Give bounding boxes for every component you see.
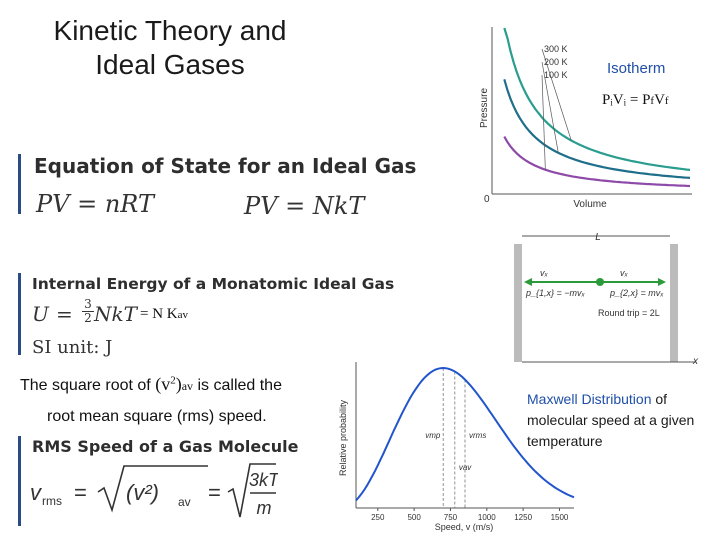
isotherm-curve-labels: 300 K 200 K 100 K <box>541 44 572 170</box>
isotherm-y-label: Pressure <box>479 88 490 128</box>
rms-v: v <box>30 480 43 505</box>
isotherm-eq-equals: = <box>629 92 639 108</box>
isotherm-curve-200K <box>503 78 691 179</box>
isotherm-eq-p: P <box>642 92 651 108</box>
title-line-2: Ideal Gases <box>95 49 245 80</box>
rms-inner-sub: av <box>178 495 191 509</box>
energy-frac-den: 2 <box>84 311 92 325</box>
box-round-trip: Round trip = 2L <box>598 308 660 318</box>
box-x-label: x <box>692 356 699 366</box>
box-left-wall <box>514 244 522 362</box>
isotherm-label-300K: 300 K <box>544 44 568 54</box>
isotherm-eq-v: V <box>654 92 665 108</box>
maxwell-tick-label-500: 500 <box>407 513 421 522</box>
maxwell-marker-label-v_mp: vmp <box>425 431 441 440</box>
maxwell-curve <box>355 366 575 502</box>
maxwell-y-label: Relative probability <box>338 399 348 476</box>
box-right-wall <box>670 244 678 362</box>
rms-accent-bar <box>18 436 21 526</box>
box-momentum-1: p_{1,x} = −mvₓ <box>525 288 586 298</box>
isotherm-eq-lhs: PᵢVᵢ <box>602 92 627 108</box>
rms-text-a: The square root of <box>20 377 151 394</box>
isotherm-label: Isotherm <box>607 60 666 77</box>
rms-text-sub: av <box>181 379 194 393</box>
rms-inner: (v²) <box>126 480 159 505</box>
energy-frac-num: 3 <box>82 298 94 312</box>
rms-num: 3kT <box>249 470 278 490</box>
maxwell-tick-label-1000: 1000 <box>478 513 496 522</box>
isotherm-label-100K: 100 K <box>544 70 568 80</box>
energy-kav-sub: av <box>177 309 189 321</box>
isotherm-x-label: Volume <box>573 199 607 210</box>
maxwell-tick-label-250: 250 <box>371 513 385 522</box>
rms-equals-2: = <box>208 480 221 505</box>
isotherm-equation: PᵢVᵢ = PfVf <box>602 92 669 109</box>
maxwell-chart: Relative probability Speed, v (m/s) 250 5… <box>338 362 575 532</box>
title-line-1: Kinetic Theory and <box>53 15 287 46</box>
rms-v-sub: rms <box>42 494 62 508</box>
box-length-label: L <box>595 232 601 243</box>
isotherm-curve-300K <box>503 27 691 171</box>
maxwell-tick-label-1500: 1500 <box>551 513 569 522</box>
rms-text-v: (v <box>155 374 171 394</box>
maxwell-caption: Maxwell Distribution of molecular speed … <box>527 389 713 452</box>
energy-accent-bar <box>18 273 21 355</box>
energy-fraction: 3 2 <box>82 298 94 325</box>
maxwell-ticks: 250 500 750 1000 1250 1500 <box>371 508 569 522</box>
isotherm-eq-sub1: f <box>650 95 655 107</box>
maxwell-tick-label-750: 750 <box>444 513 458 522</box>
maxwell-marker-label-v_rms: vrms <box>469 431 486 440</box>
energy-nkt: NkT <box>94 302 137 326</box>
box-vx-left: vₓ <box>540 268 549 278</box>
maxwell-tick-label-1250: 1250 <box>514 513 532 522</box>
rms-equals-1: = <box>74 480 87 505</box>
energy-heading: Internal Energy of a Monatomic Ideal Gas <box>32 275 395 293</box>
box-vx-right: vₓ <box>620 268 629 278</box>
maxwell-markers: vmp vav vrms <box>425 368 486 508</box>
rms-text-paren: ) <box>175 374 182 394</box>
rms-den: m <box>257 498 272 518</box>
rms-text-sup: 2 <box>170 374 176 387</box>
isotherm-label-200K: 200 K <box>544 57 568 67</box>
rms-sqrt-2 <box>227 463 276 518</box>
rms-equation: v rms = (v²) av = 3kT m <box>30 463 278 518</box>
isotherm-curves <box>503 27 691 188</box>
energy-kav-eq: = N K <box>140 306 178 322</box>
isotherm-leader-0 <box>541 48 572 141</box>
eos-equation-nrt: PV = nRT <box>36 190 154 218</box>
rms-text-line-2: root mean square (rms) speed. <box>47 408 267 425</box>
box-arrow-right <box>658 278 666 286</box>
isotherm-origin: 0 <box>484 194 490 205</box>
isotherm-chart: Pressure Volume 0 300 K 200 K 100 K <box>479 27 692 210</box>
maxwell-caption-text: of molecular speed at a given temperatur… <box>527 391 695 449</box>
isotherm-curve-100K <box>503 136 691 188</box>
box-arrow-left <box>524 278 532 286</box>
slide-title: Kinetic Theory and Ideal Gases <box>20 14 320 82</box>
eos-accent-bar <box>18 154 21 214</box>
rms-heading: RMS Speed of a Gas Molecule <box>32 437 299 456</box>
isotherm-eq-sub2: f <box>664 95 669 107</box>
maxwell-marker-label-v_av: vav <box>459 463 472 472</box>
isotherm-leader-2 <box>541 74 546 170</box>
maxwell-x-label: Speed, v (m/s) <box>435 522 494 532</box>
eos-heading: Equation of State for an Ideal Gas <box>34 154 417 178</box>
energy-kav: = N Kav <box>140 306 188 323</box>
rms-text-b: is called the <box>197 377 282 394</box>
rms-sqrt-1 <box>97 465 208 513</box>
rms-text-line-1: The square root of (v2)av is called the <box>20 374 282 395</box>
eos-equation-nkt: PV = NkT <box>244 192 365 220</box>
energy-equals: = <box>56 302 73 326</box>
energy-u: U <box>32 302 49 326</box>
box-diagram: L x vₓ vₓ p_{1,x} = −mvₓ p_{2,x} = mvₓ R… <box>514 232 699 366</box>
molecule-dot <box>596 278 604 286</box>
isotherm-leader-1 <box>541 61 559 153</box>
energy-si-unit: SI unit: J <box>32 337 113 358</box>
box-momentum-2: p_{2,x} = mvₓ <box>609 288 664 298</box>
maxwell-caption-title: Maxwell Distribution <box>527 391 652 407</box>
